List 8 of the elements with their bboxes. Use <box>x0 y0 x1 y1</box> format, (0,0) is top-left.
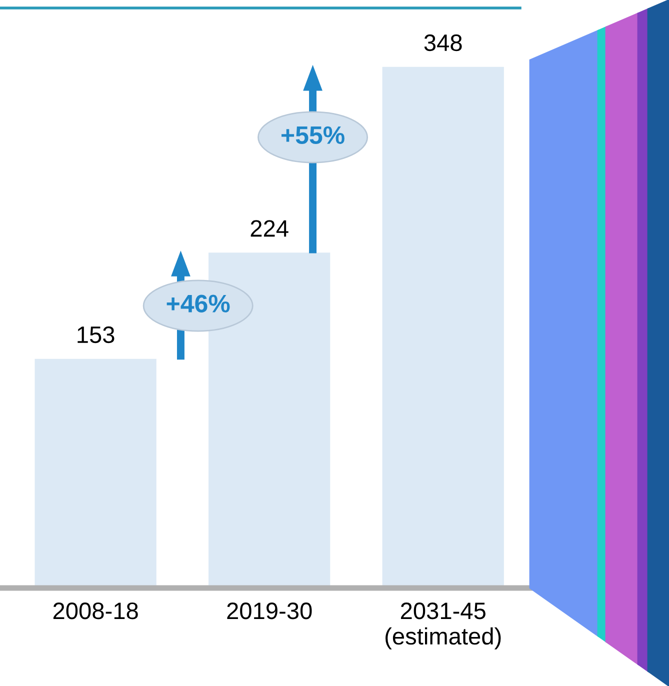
data-label: 153 <box>78 326 114 344</box>
x-tick-label: 2031-45 (estimated) <box>386 602 501 650</box>
annotation: +46% <box>166 294 230 312</box>
annotation: +55% <box>282 126 344 144</box>
data-label: 224 <box>250 220 288 237</box>
x-tick-label: 2019-30 <box>227 602 312 620</box>
x-tick-label: 2008-18 <box>53 602 138 620</box>
data-label: 348 <box>424 34 462 52</box>
